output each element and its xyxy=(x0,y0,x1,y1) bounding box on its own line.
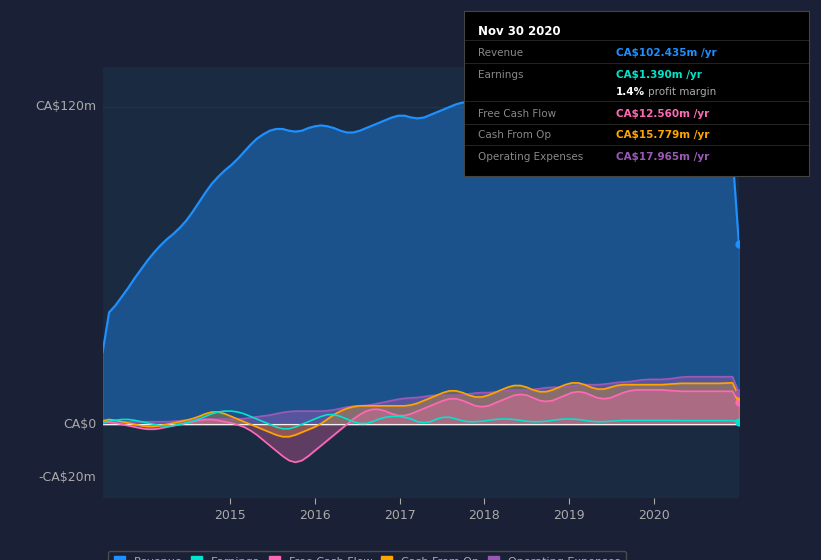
Text: CA$102.435m /yr: CA$102.435m /yr xyxy=(616,48,716,58)
Text: Earnings: Earnings xyxy=(478,70,523,80)
Legend: Revenue, Earnings, Free Cash Flow, Cash From Op, Operating Expenses: Revenue, Earnings, Free Cash Flow, Cash … xyxy=(108,550,626,560)
Text: CA$0: CA$0 xyxy=(63,418,96,431)
Text: Free Cash Flow: Free Cash Flow xyxy=(478,109,556,119)
Text: Cash From Op: Cash From Op xyxy=(478,130,551,140)
Text: CA$12.560m /yr: CA$12.560m /yr xyxy=(616,109,709,119)
Text: CA$15.779m /yr: CA$15.779m /yr xyxy=(616,130,709,140)
Text: Revenue: Revenue xyxy=(478,48,523,58)
Text: Operating Expenses: Operating Expenses xyxy=(478,152,583,162)
Text: CA$1.390m /yr: CA$1.390m /yr xyxy=(616,70,701,80)
Text: 1.4%: 1.4% xyxy=(616,87,644,97)
Text: -CA$20m: -CA$20m xyxy=(39,471,96,484)
Text: CA$120m: CA$120m xyxy=(35,100,96,113)
Text: Nov 30 2020: Nov 30 2020 xyxy=(478,25,560,38)
Text: CA$17.965m /yr: CA$17.965m /yr xyxy=(616,152,709,162)
Text: profit margin: profit margin xyxy=(649,87,717,97)
